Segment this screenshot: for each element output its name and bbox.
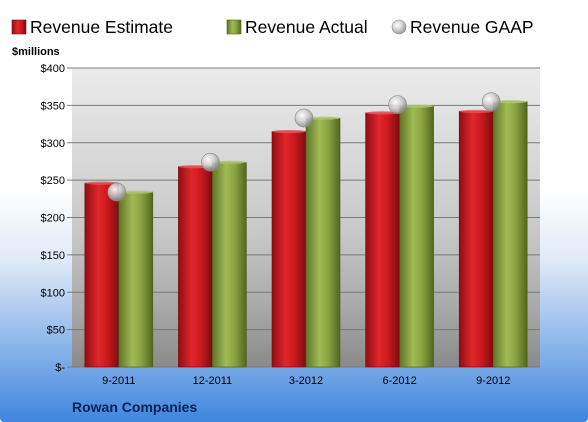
bar-revenue-actual <box>492 101 528 368</box>
legend-label: Revenue Actual <box>245 17 368 37</box>
bar-revenue-estimate-top <box>84 181 119 185</box>
legend-swatch-revenue-estimate <box>11 19 27 35</box>
x-tick-label: 6-2012 <box>382 375 416 387</box>
x-tick-label: 12-2011 <box>193 375 233 387</box>
marker-revenue-gaap <box>481 92 501 111</box>
y-axis-label: $millions <box>12 46 60 58</box>
bar-revenue-estimate-top <box>459 109 494 113</box>
y-tick-label: $100 <box>41 287 65 299</box>
y-tick-label: $200 <box>41 213 65 225</box>
legend-swatch-revenue-actual <box>226 19 242 35</box>
bar-revenue-estimate <box>84 182 120 368</box>
bar-revenue-actual-top <box>212 160 247 164</box>
bar-revenue-actual <box>399 105 434 368</box>
marker-revenue-gaap <box>201 152 220 172</box>
legend-label: Revenue Estimate <box>30 17 173 37</box>
legend-swatch-revenue-gaap <box>391 19 407 35</box>
legend: Revenue Estimate Revenue Actual Revenue GA… <box>11 17 534 37</box>
bar-revenue-actual-top <box>399 104 434 108</box>
bar-revenue-actual <box>118 191 154 368</box>
legend-label: Revenue GAAP <box>410 17 534 37</box>
bar-revenue-actual <box>305 117 341 368</box>
bar-revenue-actual <box>212 161 247 368</box>
x-axis-ticks: 9-2011 12-2011 3-2012 6-2012 9-2012 <box>102 375 510 387</box>
bar-revenue-actual-top <box>118 190 153 194</box>
x-tick-label: 9-2011 <box>102 375 135 387</box>
marker-revenue-gaap <box>388 95 407 114</box>
marker-revenue-gaap <box>294 108 314 128</box>
y-tick-label: $150 <box>41 250 65 262</box>
x-tick-label: 9-2012 <box>476 375 510 387</box>
bar-revenue-estimate <box>178 166 213 368</box>
y-tick-label: $350 <box>41 100 65 112</box>
bar-revenue-actual-top <box>493 100 528 104</box>
y-tick-label: $250 <box>41 175 65 187</box>
bar-revenue-estimate <box>365 112 400 368</box>
marker-revenue-gaap <box>107 182 127 202</box>
y-tick-label: $400 <box>41 63 65 75</box>
bar-revenue-estimate <box>271 131 307 368</box>
x-tick-label: 3-2012 <box>289 375 323 387</box>
y-tick-label: $50 <box>47 325 65 337</box>
y-tick-label: $- <box>55 362 65 374</box>
bars <box>84 100 528 368</box>
bar-revenue-estimate <box>458 111 494 368</box>
bar-revenue-estimate-top <box>365 111 400 115</box>
company-name: Rowan Companies <box>72 399 197 415</box>
y-axis-ticks: $- $50 $100 $150 $200 $250 $300 $350 $400 <box>41 63 66 374</box>
bar-revenue-estimate-top <box>272 129 306 134</box>
gaap-markers <box>107 92 501 202</box>
bar-revenue-actual-top <box>306 116 340 120</box>
y-tick-label: $300 <box>41 138 65 150</box>
